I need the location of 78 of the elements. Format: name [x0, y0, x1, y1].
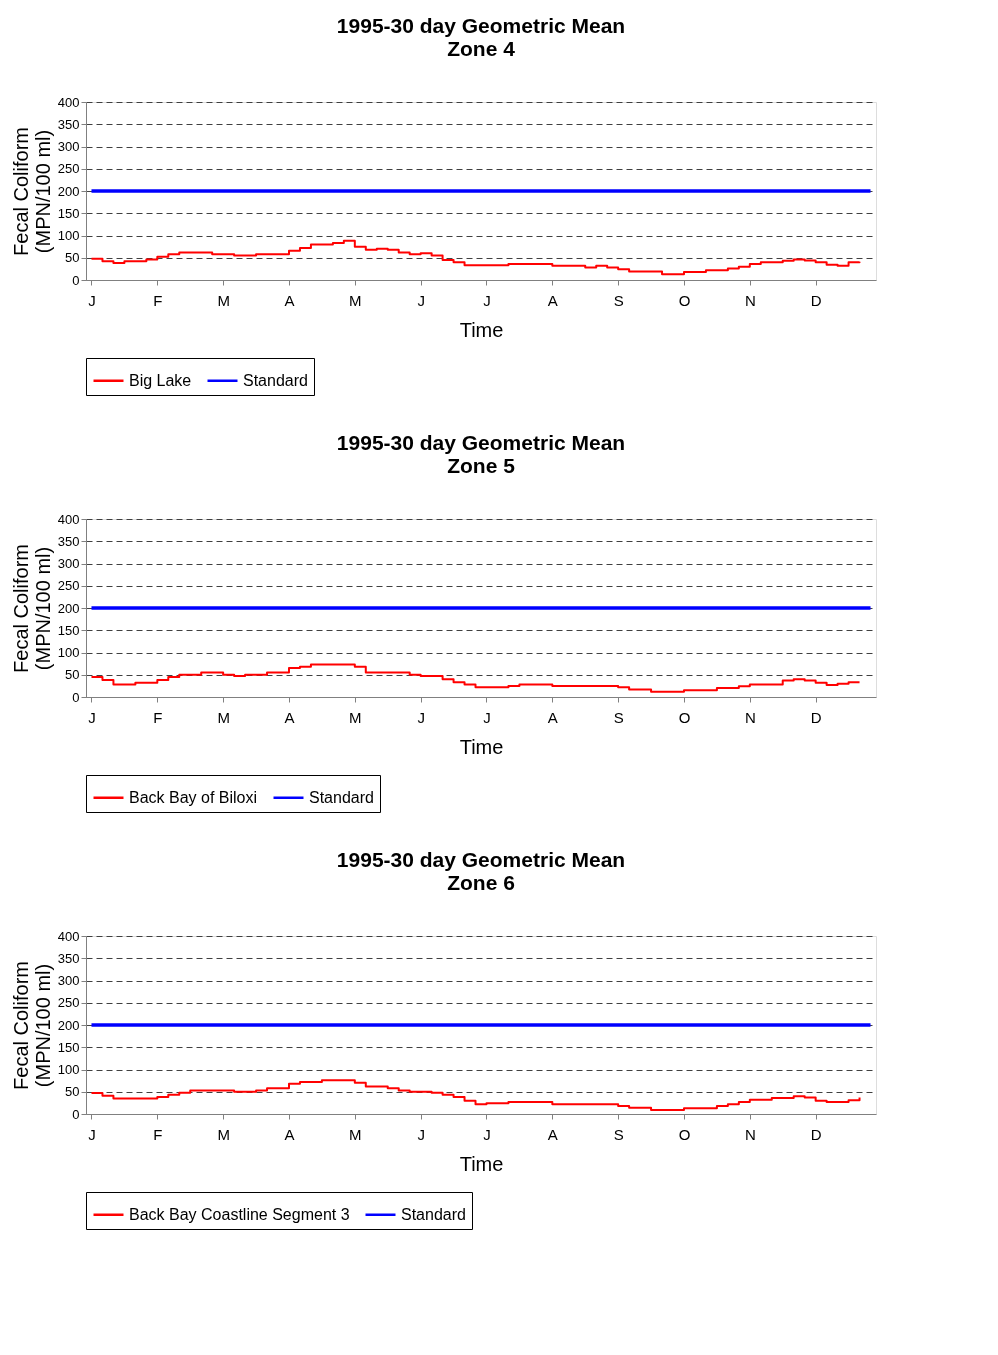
y-tick-label: 350 — [57, 950, 80, 966]
legend-label: Big Lake — [129, 371, 192, 389]
chart-title: 1995-30 day Geometric Mean Zone 4 — [336, 14, 626, 60]
y-tick-label: 300 — [57, 973, 80, 988]
legend-label: Back Bay Coastline Segment 3 — [129, 1205, 350, 1223]
x-tick-label: J — [483, 708, 491, 726]
y-tick-label: 150 — [57, 622, 80, 638]
y-tick-label: 400 — [57, 928, 80, 944]
legend-label: Standard — [309, 788, 374, 806]
y-tick-label: 100 — [57, 228, 80, 243]
y-tick-label: 400 — [57, 94, 80, 110]
y-tick-label: 200 — [57, 600, 80, 616]
x-tick-label: A — [547, 291, 558, 309]
x-tick-label: N — [744, 1125, 756, 1143]
x-tick-label: N — [744, 291, 756, 309]
x-tick-label: F — [153, 1125, 163, 1143]
x-tick-label: M — [217, 1125, 230, 1143]
chart-title: 1995-30 day Geometric Mean Zone 5 — [336, 431, 626, 477]
x-tick-label: M — [217, 291, 230, 309]
y-axis-title: Fecal Coliform (MPN/100 ml) — [9, 961, 54, 1090]
x-tick-label: D — [810, 708, 822, 726]
x-tick-label: M — [349, 291, 362, 309]
y-axis-title: Fecal Coliform (MPN/100 ml) — [9, 127, 54, 256]
x-tick-label: J — [417, 708, 425, 726]
x-tick-label: M — [217, 708, 230, 726]
x-tick-label: J — [483, 291, 491, 309]
x-tick-label: F — [153, 291, 163, 309]
x-tick-label: A — [284, 1125, 295, 1143]
x-tick-label: M — [349, 708, 362, 726]
x-tick-label: J — [417, 291, 425, 309]
y-tick-label: 50 — [65, 667, 80, 683]
x-tick-label: F — [153, 708, 163, 726]
y-tick-label: 300 — [57, 139, 80, 154]
y-tick-label: 250 — [57, 995, 80, 1011]
x-tick-label: J — [88, 291, 96, 309]
x-tick-label: D — [810, 1125, 822, 1143]
x-tick-label: S — [613, 1125, 624, 1143]
y-tick-label: 50 — [65, 1084, 80, 1100]
y-axis-title: Fecal Coliform (MPN/100 ml) — [9, 544, 54, 673]
x-axis-title: Time — [459, 735, 504, 758]
x-tick-label: S — [613, 708, 624, 726]
x-tick-label: O — [678, 291, 691, 309]
y-tick-label: 200 — [57, 1017, 80, 1033]
y-tick-label: 400 — [57, 511, 80, 527]
chart-title: 1995-30 day Geometric Mean Zone 6 — [336, 848, 626, 894]
x-tick-label: D — [810, 291, 822, 309]
x-tick-label: J — [417, 1125, 425, 1143]
legend-label: Standard — [243, 371, 308, 389]
x-tick-label: A — [284, 291, 295, 309]
y-tick-label: 0 — [72, 689, 80, 705]
x-tick-label: A — [547, 708, 558, 726]
x-tick-label: A — [284, 708, 295, 726]
y-tick-label: 150 — [57, 1039, 80, 1055]
y-tick-label: 150 — [57, 205, 80, 221]
y-tick-label: 100 — [57, 1062, 80, 1077]
x-axis-title: Time — [459, 1152, 504, 1175]
x-tick-label: S — [613, 291, 624, 309]
x-tick-label: J — [88, 708, 96, 726]
x-tick-label: N — [744, 708, 756, 726]
y-tick-label: 350 — [57, 533, 80, 549]
y-tick-label: 0 — [72, 1106, 80, 1122]
legend-label: Back Bay of Biloxi — [129, 788, 258, 806]
x-axis-title: Time — [459, 318, 504, 341]
y-tick-label: 300 — [57, 556, 80, 571]
x-tick-label: A — [547, 1125, 558, 1143]
y-tick-label: 200 — [57, 183, 80, 199]
legend-label: Standard — [401, 1205, 466, 1223]
y-tick-label: 0 — [72, 272, 80, 288]
y-tick-label: 250 — [57, 161, 80, 177]
y-tick-label: 350 — [57, 116, 80, 132]
x-tick-label: O — [678, 708, 691, 726]
y-tick-label: 100 — [57, 645, 80, 660]
x-tick-label: M — [349, 1125, 362, 1143]
y-tick-label: 50 — [65, 250, 80, 266]
y-tick-label: 250 — [57, 578, 80, 594]
x-tick-label: J — [483, 1125, 491, 1143]
x-tick-label: O — [678, 1125, 691, 1143]
x-tick-label: J — [88, 1125, 96, 1143]
